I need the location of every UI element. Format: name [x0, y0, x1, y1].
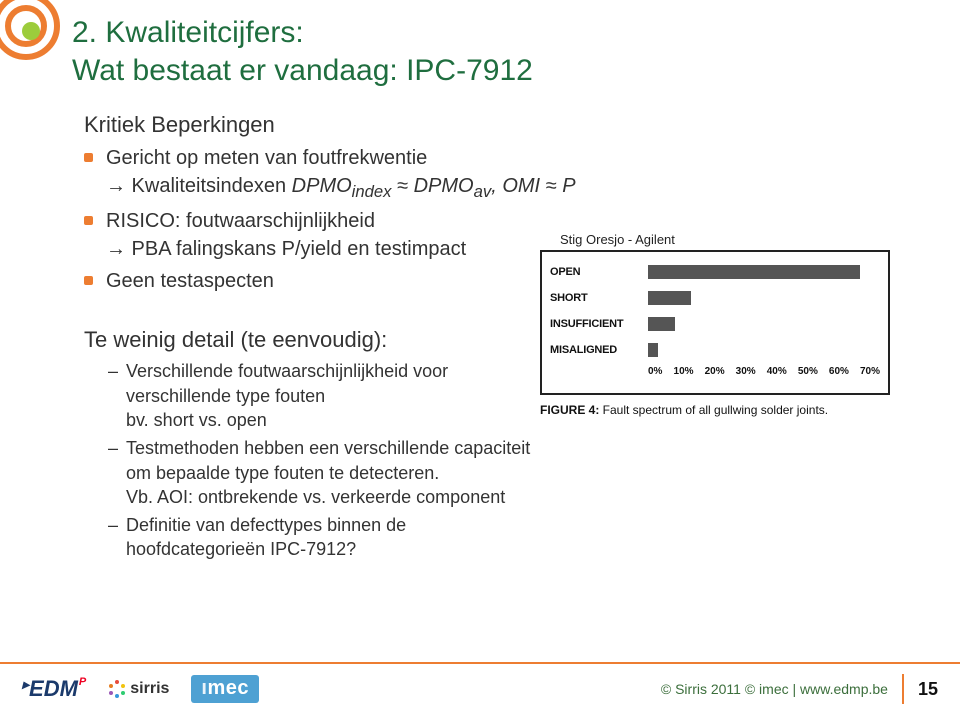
chart-bar-label: INSUFFICIENT [550, 318, 648, 330]
fault-spectrum-chart: OPEN SHORT INSUFFICIENT MISALIGNED 0% 10% 20%… [540, 250, 890, 417]
chart-tick: 40% [767, 366, 787, 377]
sirris-text: sirris [130, 680, 169, 698]
edm-logo: ▸EDMP [22, 676, 86, 702]
chart-bar-label: MISALIGNED [550, 344, 648, 356]
chart-caption: FIGURE 4: Fault spectrum of all gullwing… [540, 403, 890, 417]
title-line-2: Wat bestaat er vandaag: IPC-7912 [72, 54, 533, 87]
footer-separator [902, 674, 904, 704]
bullet-3-text: Geen testaspecten [106, 270, 274, 292]
chart-tick: 0% [648, 366, 662, 377]
caption-figure: FIGURE 4: [540, 403, 603, 417]
sub3-text: Definitie van defecttypes binnen de hoof… [126, 515, 406, 559]
sub2-line2: Vb. AOI: ontbrekende vs. verkeerde compo… [126, 487, 505, 507]
dpmo-a-sub: index [352, 182, 392, 201]
dpmo-b: DPMO [414, 175, 474, 197]
bullet-1-text: Gericht op meten van foutfrekwentie [106, 147, 427, 169]
chart-bar-row: MISALIGNED [550, 340, 880, 360]
bullet-2-arrow: → PBA falingskans P/yield en testimpact [106, 238, 466, 260]
chart-tick: 50% [798, 366, 818, 377]
dpmo-b-sub: av [474, 182, 492, 201]
p: P [562, 175, 575, 197]
title-line-1: 2. Kwaliteitcijfers: [72, 16, 304, 49]
chart-bar-fill [648, 265, 860, 279]
chart-bar-row: OPEN [550, 262, 880, 282]
chart-bar-fill [648, 343, 658, 357]
bullet-2-text: RISICO: foutwaarschijnlijkheid [106, 210, 375, 232]
caption-text: Fault spectrum of all gullwing solder jo… [603, 403, 828, 417]
bullet-1: Gericht op meten van foutfrekwentie → Kw… [84, 144, 920, 203]
imec-logo: ıimecmec [191, 675, 259, 703]
footer-right: © Sirris 2011 © imec | www.edmp.be 15 [661, 674, 938, 704]
chart-bar-label: SHORT [550, 292, 648, 304]
sub-bullet-3: Definitie van defecttypes binnen de hoof… [108, 513, 548, 562]
dpmo-a: DPMO [292, 175, 352, 197]
approx-2: ≈ [546, 175, 557, 197]
chart-bar-row: SHORT [550, 288, 880, 308]
sirris-logo: sirris [108, 680, 169, 698]
footer-copyright: © Sirris 2011 © imec | www.edmp.be [661, 681, 888, 697]
chart-tick: 30% [736, 366, 756, 377]
approx-1: ≈ [397, 175, 408, 197]
chart-tick: 70% [860, 366, 880, 377]
footer-logos: ▸EDMP sirris ıimecmec [22, 675, 259, 703]
sub1-line1: Verschillende foutwaarschijnlijkheid voo… [126, 361, 448, 405]
chart-bar-row: INSUFFICIENT [550, 314, 880, 334]
stig-label: Stig Oresjo - Agilent [560, 232, 675, 247]
chart-x-axis: 0% 10% 20% 30% 40% 50% 60% 70% [648, 366, 880, 377]
slide: 2. Kwaliteitcijfers: Wat bestaat er vand… [0, 0, 960, 714]
chart-frame: OPEN SHORT INSUFFICIENT MISALIGNED 0% 10% 20%… [540, 250, 890, 395]
slide-title: 2. Kwaliteitcijfers: Wat bestaat er vand… [72, 14, 920, 89]
comma: , [491, 175, 502, 197]
chart-tick: 20% [705, 366, 725, 377]
sub1-line2: bv. short vs. open [126, 410, 267, 430]
chart-bar-fill [648, 291, 691, 305]
bullets-2: Verschillende foutwaarschijnlijkheid voo… [108, 359, 548, 561]
chart-bar-fill [648, 317, 675, 331]
footer: ▸EDMP sirris ıimecmec © Sirris 2011 © im… [0, 664, 960, 714]
chart-tick: 10% [674, 366, 694, 377]
sub2-line1: Testmethoden hebben een verschillende ca… [126, 438, 530, 482]
section-1-heading: Kritiek Beperkingen [84, 112, 920, 138]
chart-tick: 60% [829, 366, 849, 377]
chart-bar-label: OPEN [550, 266, 648, 278]
omi: OMI [502, 175, 540, 197]
sub-bullet-1: Verschillende foutwaarschijnlijkheid voo… [108, 359, 548, 432]
sub-bullet-2: Testmethoden hebben een verschillende ca… [108, 436, 548, 509]
sirris-wheel-icon [108, 680, 126, 698]
bullet-1-arrow: → Kwaliteitsindexen [106, 175, 292, 197]
page-number: 15 [918, 679, 938, 700]
